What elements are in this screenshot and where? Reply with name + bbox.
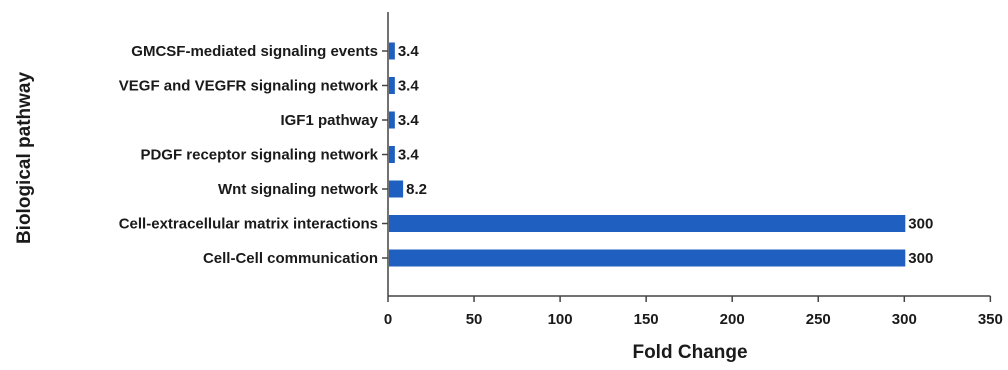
bar-value-label: 3.4 — [398, 112, 420, 129]
bar-value-label: 300 — [908, 216, 933, 233]
bar-value-label: 3.4 — [398, 147, 420, 164]
x-tick-label: 350 — [978, 311, 1003, 328]
bar — [389, 111, 395, 129]
bar-value-label: 3.4 — [398, 43, 420, 60]
category-label: Cell-Cell communication — [203, 250, 378, 267]
x-tick-label: 0 — [384, 311, 392, 328]
bar-value-label: 3.4 — [398, 78, 420, 95]
x-tick-label: 150 — [634, 311, 659, 328]
x-tick-label: 300 — [892, 311, 917, 328]
x-axis-ticks: 0 50 100 150 200 250 300 350 — [384, 296, 1003, 328]
bar — [389, 42, 395, 60]
bar — [389, 77, 395, 94]
bar-value-label: 8.2 — [406, 181, 427, 198]
bars: 3.4 3.4 3.4 3.4 8.2 300 300 — [389, 42, 933, 267]
x-axis-title: Fold Change — [632, 342, 747, 363]
y-axis-title: Biological pathway — [14, 72, 35, 245]
bar — [389, 215, 906, 232]
bar-value-label: 300 — [908, 250, 933, 267]
bar — [389, 146, 395, 163]
category-label: IGF1 pathway — [280, 112, 378, 129]
y-axis-ticks: GMCSF-mediated signaling events VEGF and … — [119, 43, 388, 267]
category-label: VEGF and VEGFR signaling network — [119, 78, 379, 95]
category-label: Wnt signaling network — [218, 181, 379, 198]
category-label: GMCSF-mediated signaling events — [131, 43, 378, 60]
category-label: PDGF receptor signaling network — [140, 147, 378, 164]
x-tick-label: 200 — [720, 311, 745, 328]
bar — [389, 180, 404, 198]
x-tick-label: 250 — [806, 311, 831, 328]
category-label: Cell-extracellular matrix interactions — [119, 216, 378, 233]
x-tick-label: 50 — [466, 311, 483, 328]
bar — [389, 249, 906, 267]
x-tick-label: 100 — [548, 311, 573, 328]
